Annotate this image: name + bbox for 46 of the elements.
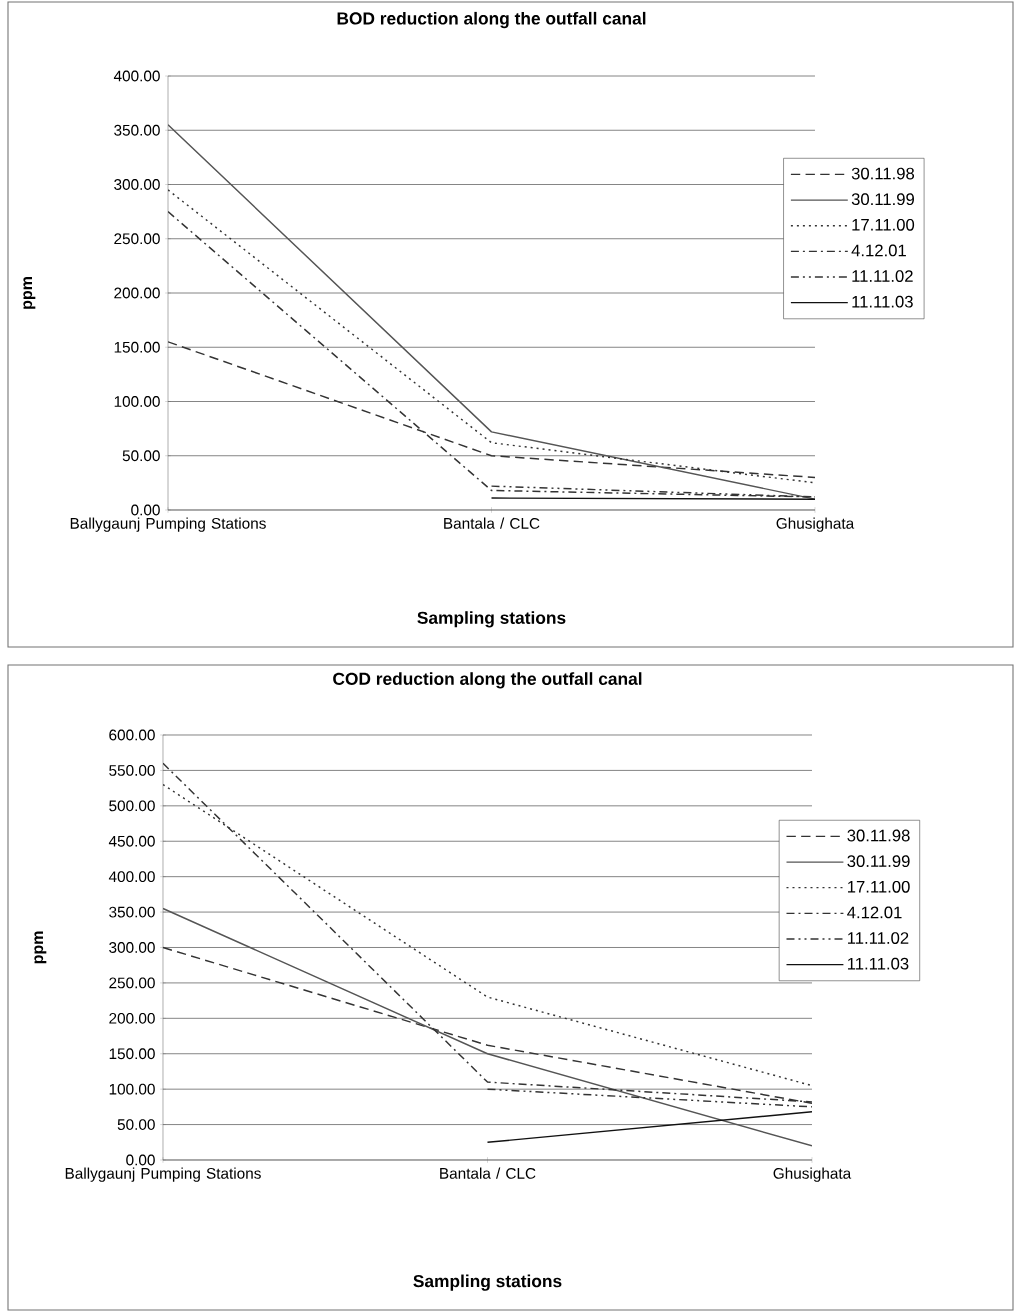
legend-label: 17.11.00 [852,218,915,231]
y-tick-label: 350.00 [109,906,155,918]
chart-title: BOD reduction along the outfall canal [337,11,646,29]
y-tick-label: 50.00 [122,450,160,462]
y-axis-title: ppm [34,931,47,964]
legend-label: 11.11.02 [848,932,909,944]
y-tick-label: 250.00 [114,233,160,245]
y-tick-label: 100.00 [109,1083,155,1095]
y-tick-label: 550.00 [109,764,155,776]
y-tick-label: 250.00 [109,977,155,989]
y-axis-title: ppm [23,277,36,309]
x-tick-label: Ballygaunj Pumping Stations [65,1167,261,1182]
x-tick-label: Bantala / CLC [444,517,540,529]
legend-label: 30.11.98 [847,829,910,842]
y-tick-label: 100.00 [114,396,160,407]
y-tick-label: 50.00 [117,1119,155,1130]
x-tick-label: Ghusighata [776,517,855,532]
legend-label: 11.11.03 [848,957,909,970]
legend-label: 17.11.00 [848,880,910,893]
y-tick-label: 400.00 [108,871,155,883]
x-tick-label: Ghusighata [773,1167,852,1182]
legend-label: 30.11.98 [851,167,915,180]
y-tick-label: 600.00 [109,729,155,741]
y-tick-label: 450.00 [108,835,155,847]
y-tick-label: 200.00 [114,287,160,299]
legend-label: 11.11.02 [852,270,913,282]
legend-label: 11.11.03 [852,295,913,308]
y-tick-label: 150.00 [109,1048,155,1060]
chart-title: COD reduction along the outfall canal [333,672,642,689]
x-axis-title: Sampling stations [413,1274,562,1291]
y-tick-label: 300.00 [109,942,155,953]
legend-label: 30.11.99 [847,855,910,868]
y-tick-label: 200.00 [109,1012,155,1024]
y-tick-label: 500.00 [109,800,155,812]
y-tick-label: 300.00 [114,179,160,190]
legend-label: 4.12.01 [851,244,906,257]
legend-label: 4.12.01 [847,906,902,919]
x-axis-title: Sampling stations [417,611,566,628]
x-tick-label: Bantala / CLC [440,1167,536,1179]
y-tick-label: 400.00 [113,70,160,82]
y-tick-label: 0.00 [131,504,160,516]
y-tick-label: 350.00 [114,124,160,136]
legend-label: 30.11.99 [851,193,914,206]
x-tick-label: Ballygaunj Pumping Stations [70,517,266,532]
y-tick-label: 150.00 [114,341,160,353]
y-tick-label: 0.00 [126,1154,155,1166]
